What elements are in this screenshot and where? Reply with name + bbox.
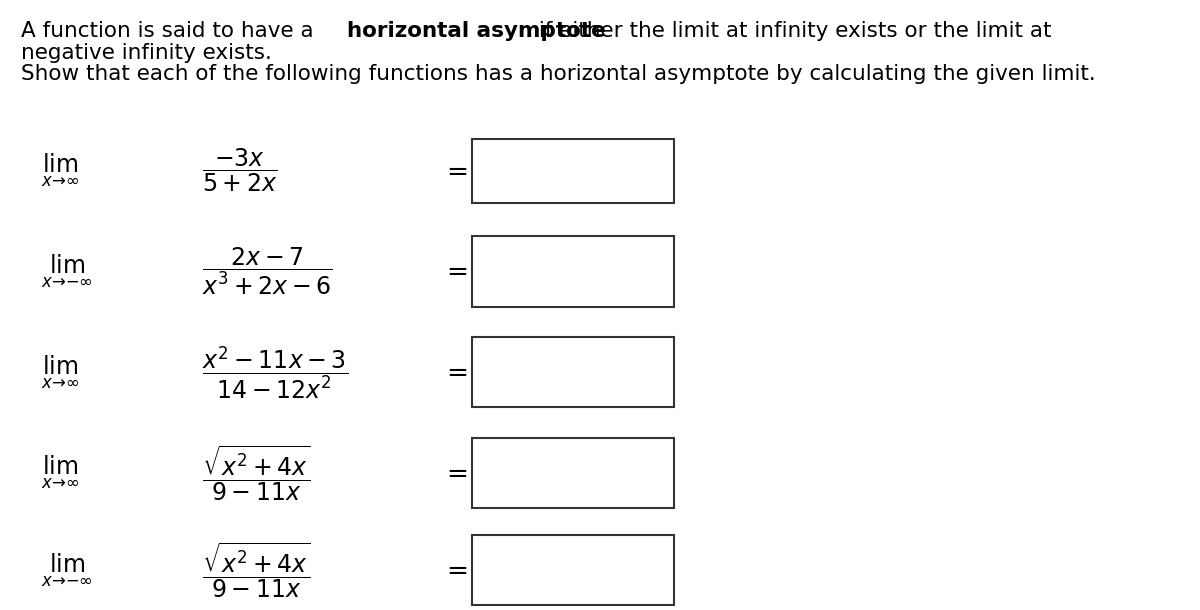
Text: $=$: $=$ — [440, 158, 467, 184]
Text: $=$: $=$ — [440, 558, 467, 583]
FancyBboxPatch shape — [472, 438, 674, 508]
Text: $\dfrac{x^2-11x-3}{14-12x^2}$: $\dfrac{x^2-11x-3}{14-12x^2}$ — [202, 343, 348, 401]
Text: if either the limit at infinity exists or the limit at: if either the limit at infinity exists o… — [532, 21, 1051, 41]
Text: $=$: $=$ — [440, 359, 467, 385]
Text: $\lim_{x \to -\infty}$: $\lim_{x \to -\infty}$ — [42, 253, 94, 290]
Text: $=$: $=$ — [440, 460, 467, 486]
Text: $\lim_{x \to \infty}$: $\lim_{x \to \infty}$ — [42, 152, 79, 190]
FancyBboxPatch shape — [472, 236, 674, 306]
FancyBboxPatch shape — [472, 139, 674, 203]
Text: Show that each of the following functions has a horizontal asymptote by calculat: Show that each of the following function… — [20, 64, 1096, 84]
Text: negative infinity exists.: negative infinity exists. — [20, 43, 271, 63]
Text: $\lim_{x \to \infty}$: $\lim_{x \to \infty}$ — [42, 454, 79, 492]
FancyBboxPatch shape — [472, 536, 674, 605]
Text: A function is said to have a: A function is said to have a — [20, 21, 320, 41]
Text: $\dfrac{\sqrt{x^2+4x}}{9-11x}$: $\dfrac{\sqrt{x^2+4x}}{9-11x}$ — [202, 443, 311, 503]
Text: $\dfrac{\sqrt{x^2+4x}}{9-11x}$: $\dfrac{\sqrt{x^2+4x}}{9-11x}$ — [202, 540, 311, 600]
Text: $\dfrac{2x-7}{x^3+2x-6}$: $\dfrac{2x-7}{x^3+2x-6}$ — [202, 246, 334, 297]
Text: $\lim_{x \to \infty}$: $\lim_{x \to \infty}$ — [42, 353, 79, 391]
Text: $=$: $=$ — [440, 259, 467, 284]
Text: $\dfrac{-3x}{5+2x}$: $\dfrac{-3x}{5+2x}$ — [202, 147, 277, 195]
FancyBboxPatch shape — [472, 337, 674, 407]
Text: horizontal asymptote: horizontal asymptote — [347, 21, 606, 41]
Text: $\lim_{x \to -\infty}$: $\lim_{x \to -\infty}$ — [42, 551, 94, 589]
